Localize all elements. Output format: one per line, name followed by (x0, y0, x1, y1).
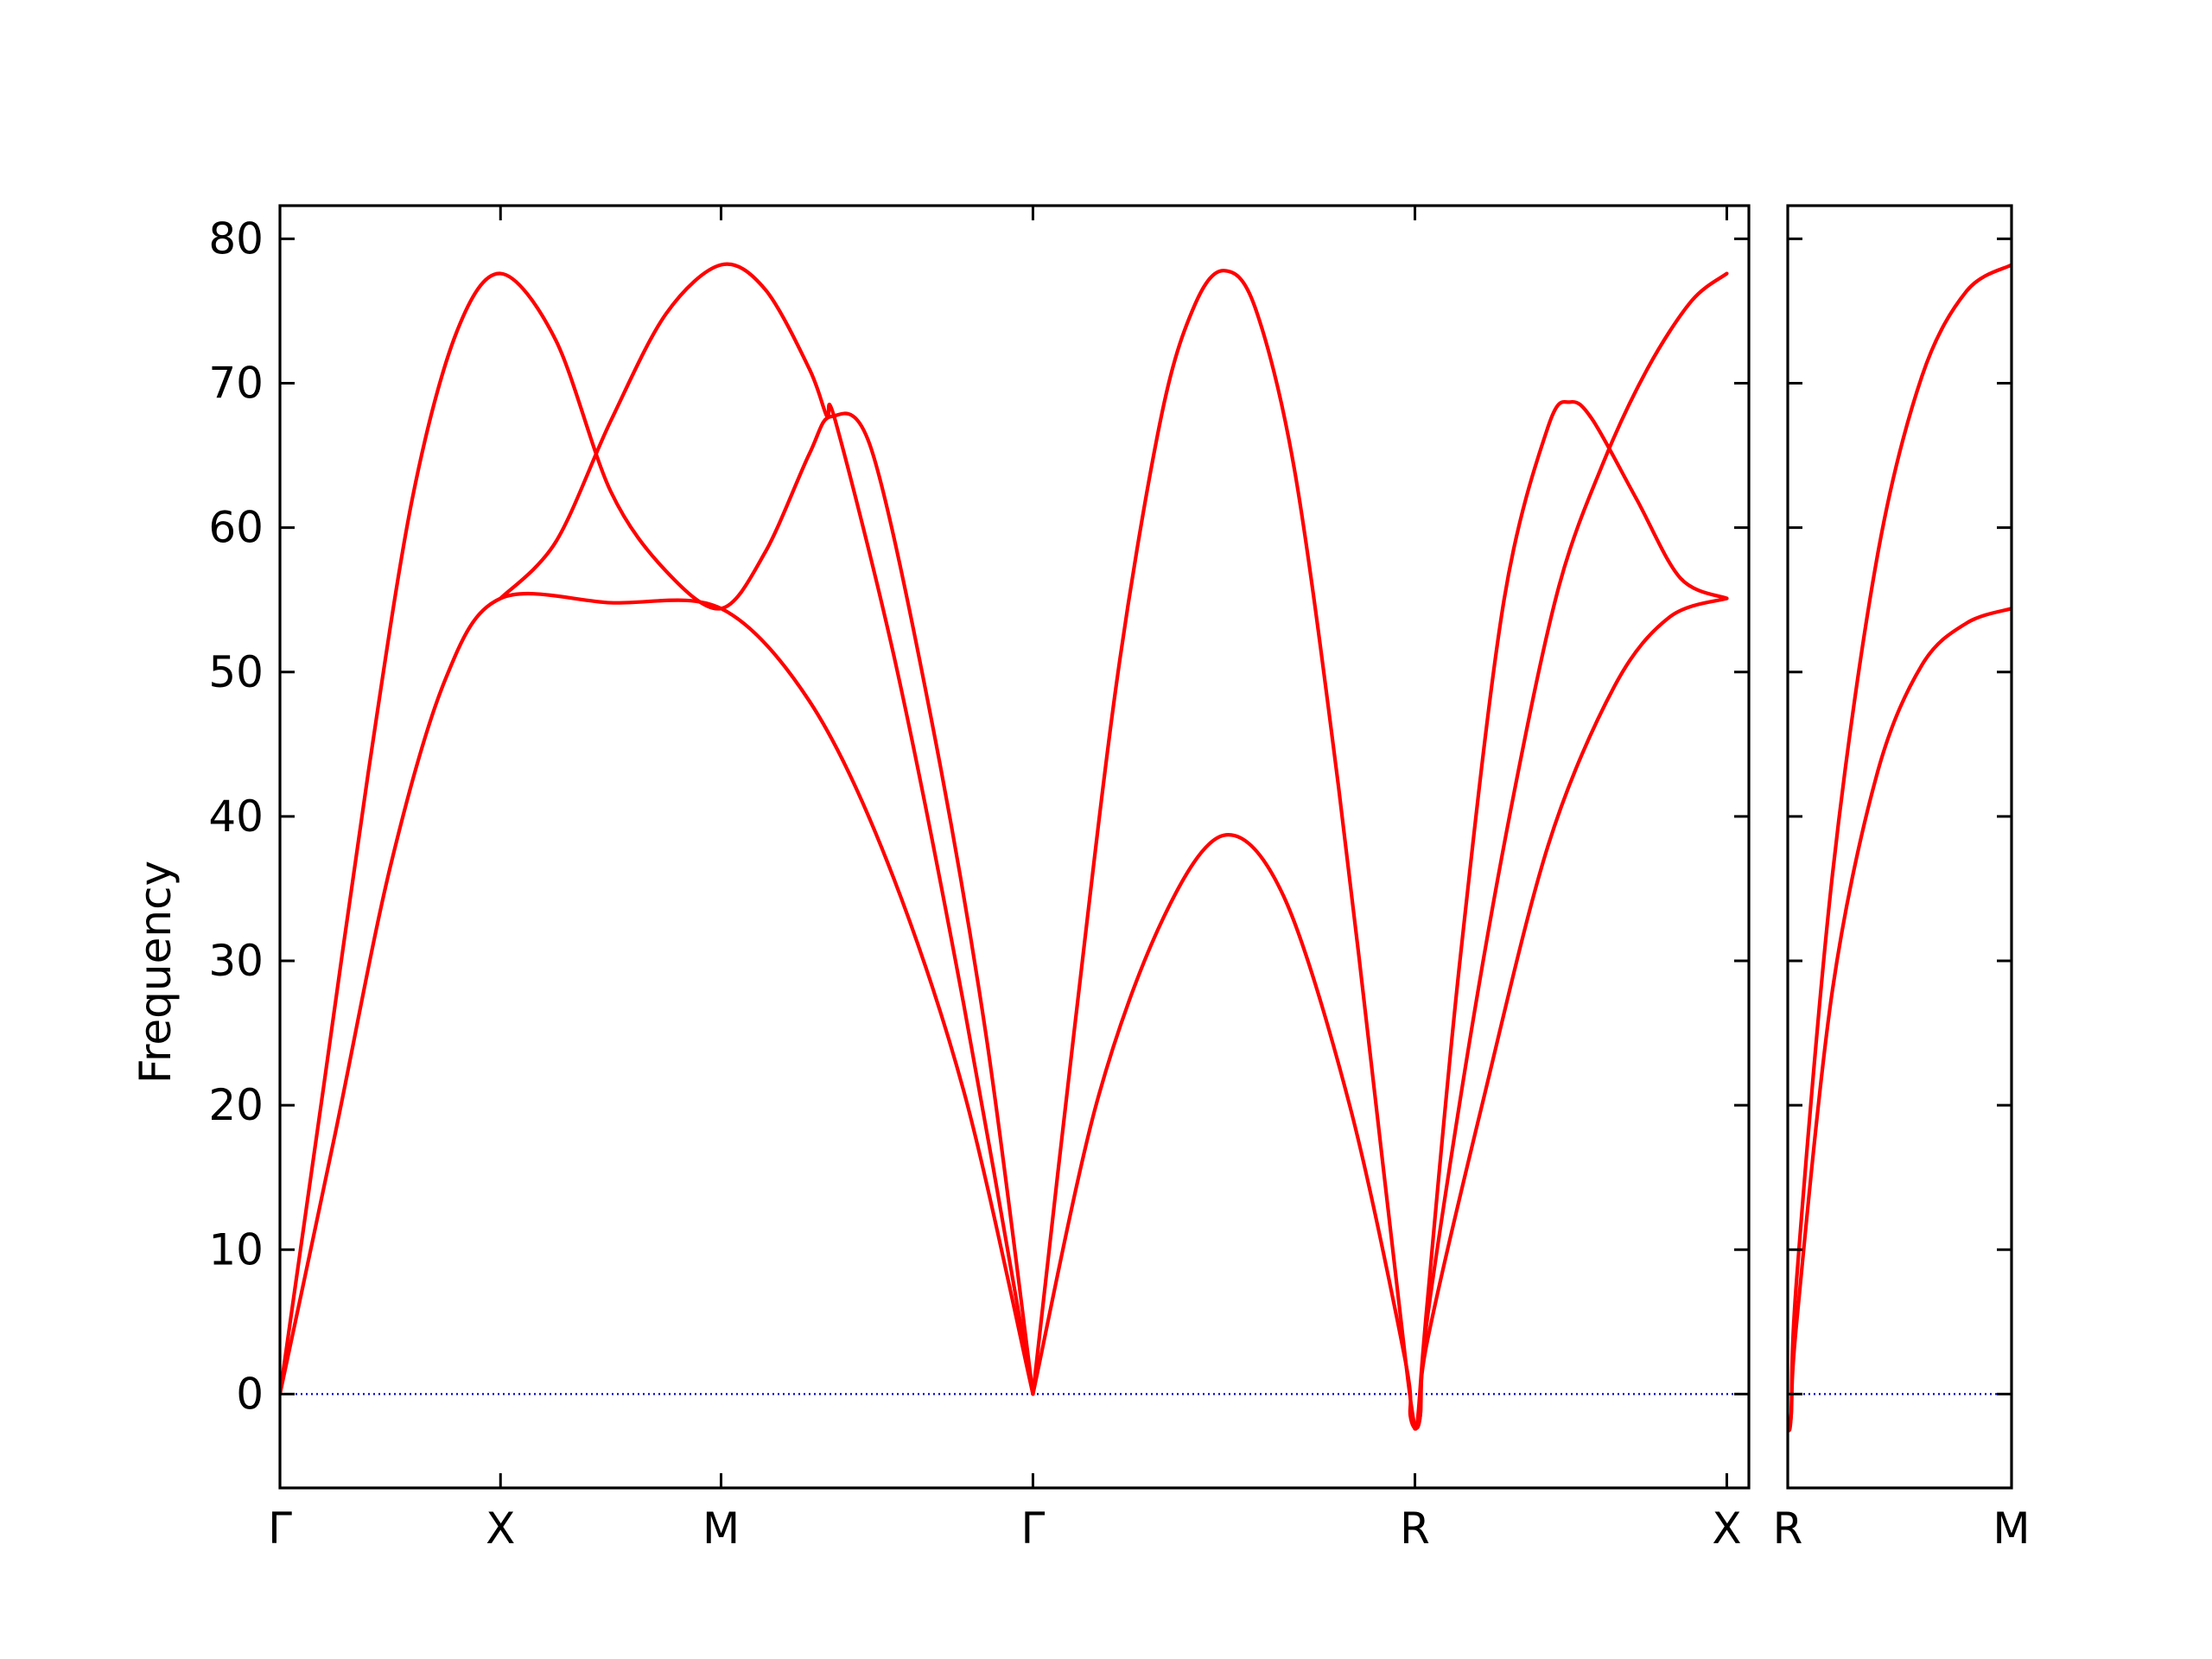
y-tick-label: 60 (208, 503, 264, 553)
band-line-8 (1413, 399, 1729, 1431)
x-tick-label: M (1993, 1503, 2030, 1554)
panel-1: 0 10 20 30 40 50 60 70 80 Γ X M Γ R X (208, 204, 1751, 1554)
x-tick-label: Γ (268, 1503, 292, 1554)
band-line-6 (1413, 596, 1729, 1431)
x-tick-label: X (486, 1503, 515, 1554)
y-axis-label: Frequency (130, 861, 181, 1084)
band-line-2 (280, 271, 1035, 1396)
axes-frame (1786, 204, 2013, 1490)
band-line-7 (1413, 271, 1729, 1431)
band-line-2 (1788, 263, 2012, 1433)
y-tick-label: 20 (208, 1080, 264, 1130)
y-tick-label: 70 (208, 359, 264, 409)
y-tick-label: 80 (208, 213, 264, 264)
x-tick-label: R (1773, 1503, 1803, 1554)
band-line-4 (1031, 833, 1417, 1431)
y-tick-label: 0 (236, 1369, 264, 1419)
x-tick-label: R (1400, 1503, 1430, 1554)
band-line-5 (1031, 269, 1417, 1431)
x-tick-label: X (1712, 1503, 1741, 1554)
y-tick-label: 40 (208, 791, 264, 842)
y-tick-label: 10 (208, 1224, 264, 1274)
band-line-3 (499, 262, 1035, 1396)
y-tick-label: 50 (208, 647, 264, 697)
band-line-1 (280, 592, 1035, 1396)
x-tick-label: M (702, 1503, 740, 1554)
x-tick-label: Γ (1021, 1503, 1046, 1554)
y-tick-label: 30 (208, 936, 264, 986)
band-curves (1788, 263, 2012, 1433)
axes-frame (278, 204, 1751, 1490)
band-line-1 (1788, 607, 2012, 1431)
band-curves (280, 262, 1729, 1431)
